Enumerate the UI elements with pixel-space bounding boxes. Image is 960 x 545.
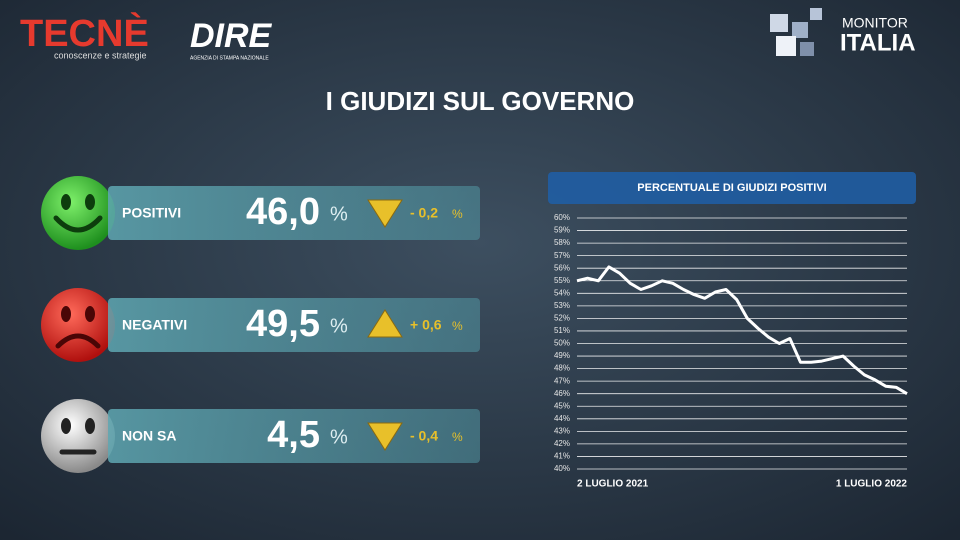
stat-change-unit: % [452, 430, 463, 444]
y-tick-label: 46% [554, 389, 570, 398]
y-tick-label: 44% [554, 414, 570, 423]
y-tick-label: 58% [554, 238, 570, 247]
stat-label: POSITIVI [122, 205, 181, 221]
stat-change-unit: % [452, 319, 463, 333]
stat-value: 49,5 [246, 303, 320, 345]
y-tick-label: 48% [554, 364, 570, 373]
brand-right-bottom: ITALIA [840, 29, 916, 56]
trend-arrow [367, 309, 403, 338]
stats: POSITIVI 46,0% - 0,2 % NEGATIVI 49,5% + 0,6 % NO… [108, 186, 480, 463]
stat-change-unit: % [452, 207, 463, 221]
y-tick-label: 51% [554, 326, 570, 335]
face-negative [41, 288, 115, 362]
brand-left-tagline: conoscenze e strategie [54, 50, 147, 60]
face-positive [41, 176, 115, 250]
y-tick-label: 43% [554, 426, 570, 435]
brand-right-icon [770, 8, 822, 56]
stat-panel [108, 298, 480, 352]
stat-label: NON SA [122, 428, 176, 444]
data-line [576, 265, 908, 395]
y-tick-label: 57% [554, 251, 570, 260]
brand-middle: DIRE [190, 17, 273, 55]
y-tick-label: 49% [554, 351, 570, 360]
trend-arrow [367, 199, 403, 228]
stat-unit: % [330, 203, 348, 225]
stat-value: 4,5 [267, 414, 320, 456]
x-tick-label: 1 LUGLIO 2022 [836, 479, 908, 490]
y-tick-label: 42% [554, 439, 570, 448]
stat-change: - 0,4 [410, 428, 438, 444]
y-tick-label: 53% [554, 301, 570, 310]
title: I GIUDIZI SUL GOVERNO [326, 86, 635, 116]
stat-label: NEGATIVI [122, 317, 187, 333]
y-tick-label: 45% [554, 401, 570, 410]
stat-change: - 0,2 [410, 205, 438, 221]
stat-value: 46,0 [246, 191, 320, 233]
stat-change: + 0,6 [410, 317, 442, 333]
y-tick-label: 59% [554, 226, 570, 235]
y-tick-label: 47% [554, 376, 570, 385]
y-tick-label: 56% [554, 263, 570, 272]
x-tick-label: 2 LUGLIO 2021 [577, 479, 649, 490]
stat-unit: % [330, 426, 348, 448]
brand-left: TECNÈ [20, 11, 149, 55]
y-tick-label: 52% [554, 314, 570, 323]
face-neutral [41, 399, 115, 473]
chart-title: PERCENTUALE DI GIUDIZI POSITIVI [637, 182, 826, 194]
brand-middle-tagline: AGENZIA DI STAMPA NAZIONALE [190, 55, 269, 61]
chart-title-bar [548, 172, 916, 204]
trend-arrow [367, 422, 403, 451]
y-tick-label: 54% [554, 288, 570, 297]
y-tick-label: 40% [554, 464, 570, 473]
y-tick-label: 50% [554, 339, 570, 348]
y-tick-label: 60% [554, 213, 570, 222]
stat-unit: % [330, 315, 348, 337]
y-tick-label: 41% [554, 452, 570, 461]
line-chart: 40% 41% 42% 43% 44% 45% 46% 47% 48% 49% 50% 51% 52% 5… [554, 213, 908, 490]
y-tick-label: 55% [554, 276, 570, 285]
brand-right-top: MONITOR [842, 15, 908, 31]
